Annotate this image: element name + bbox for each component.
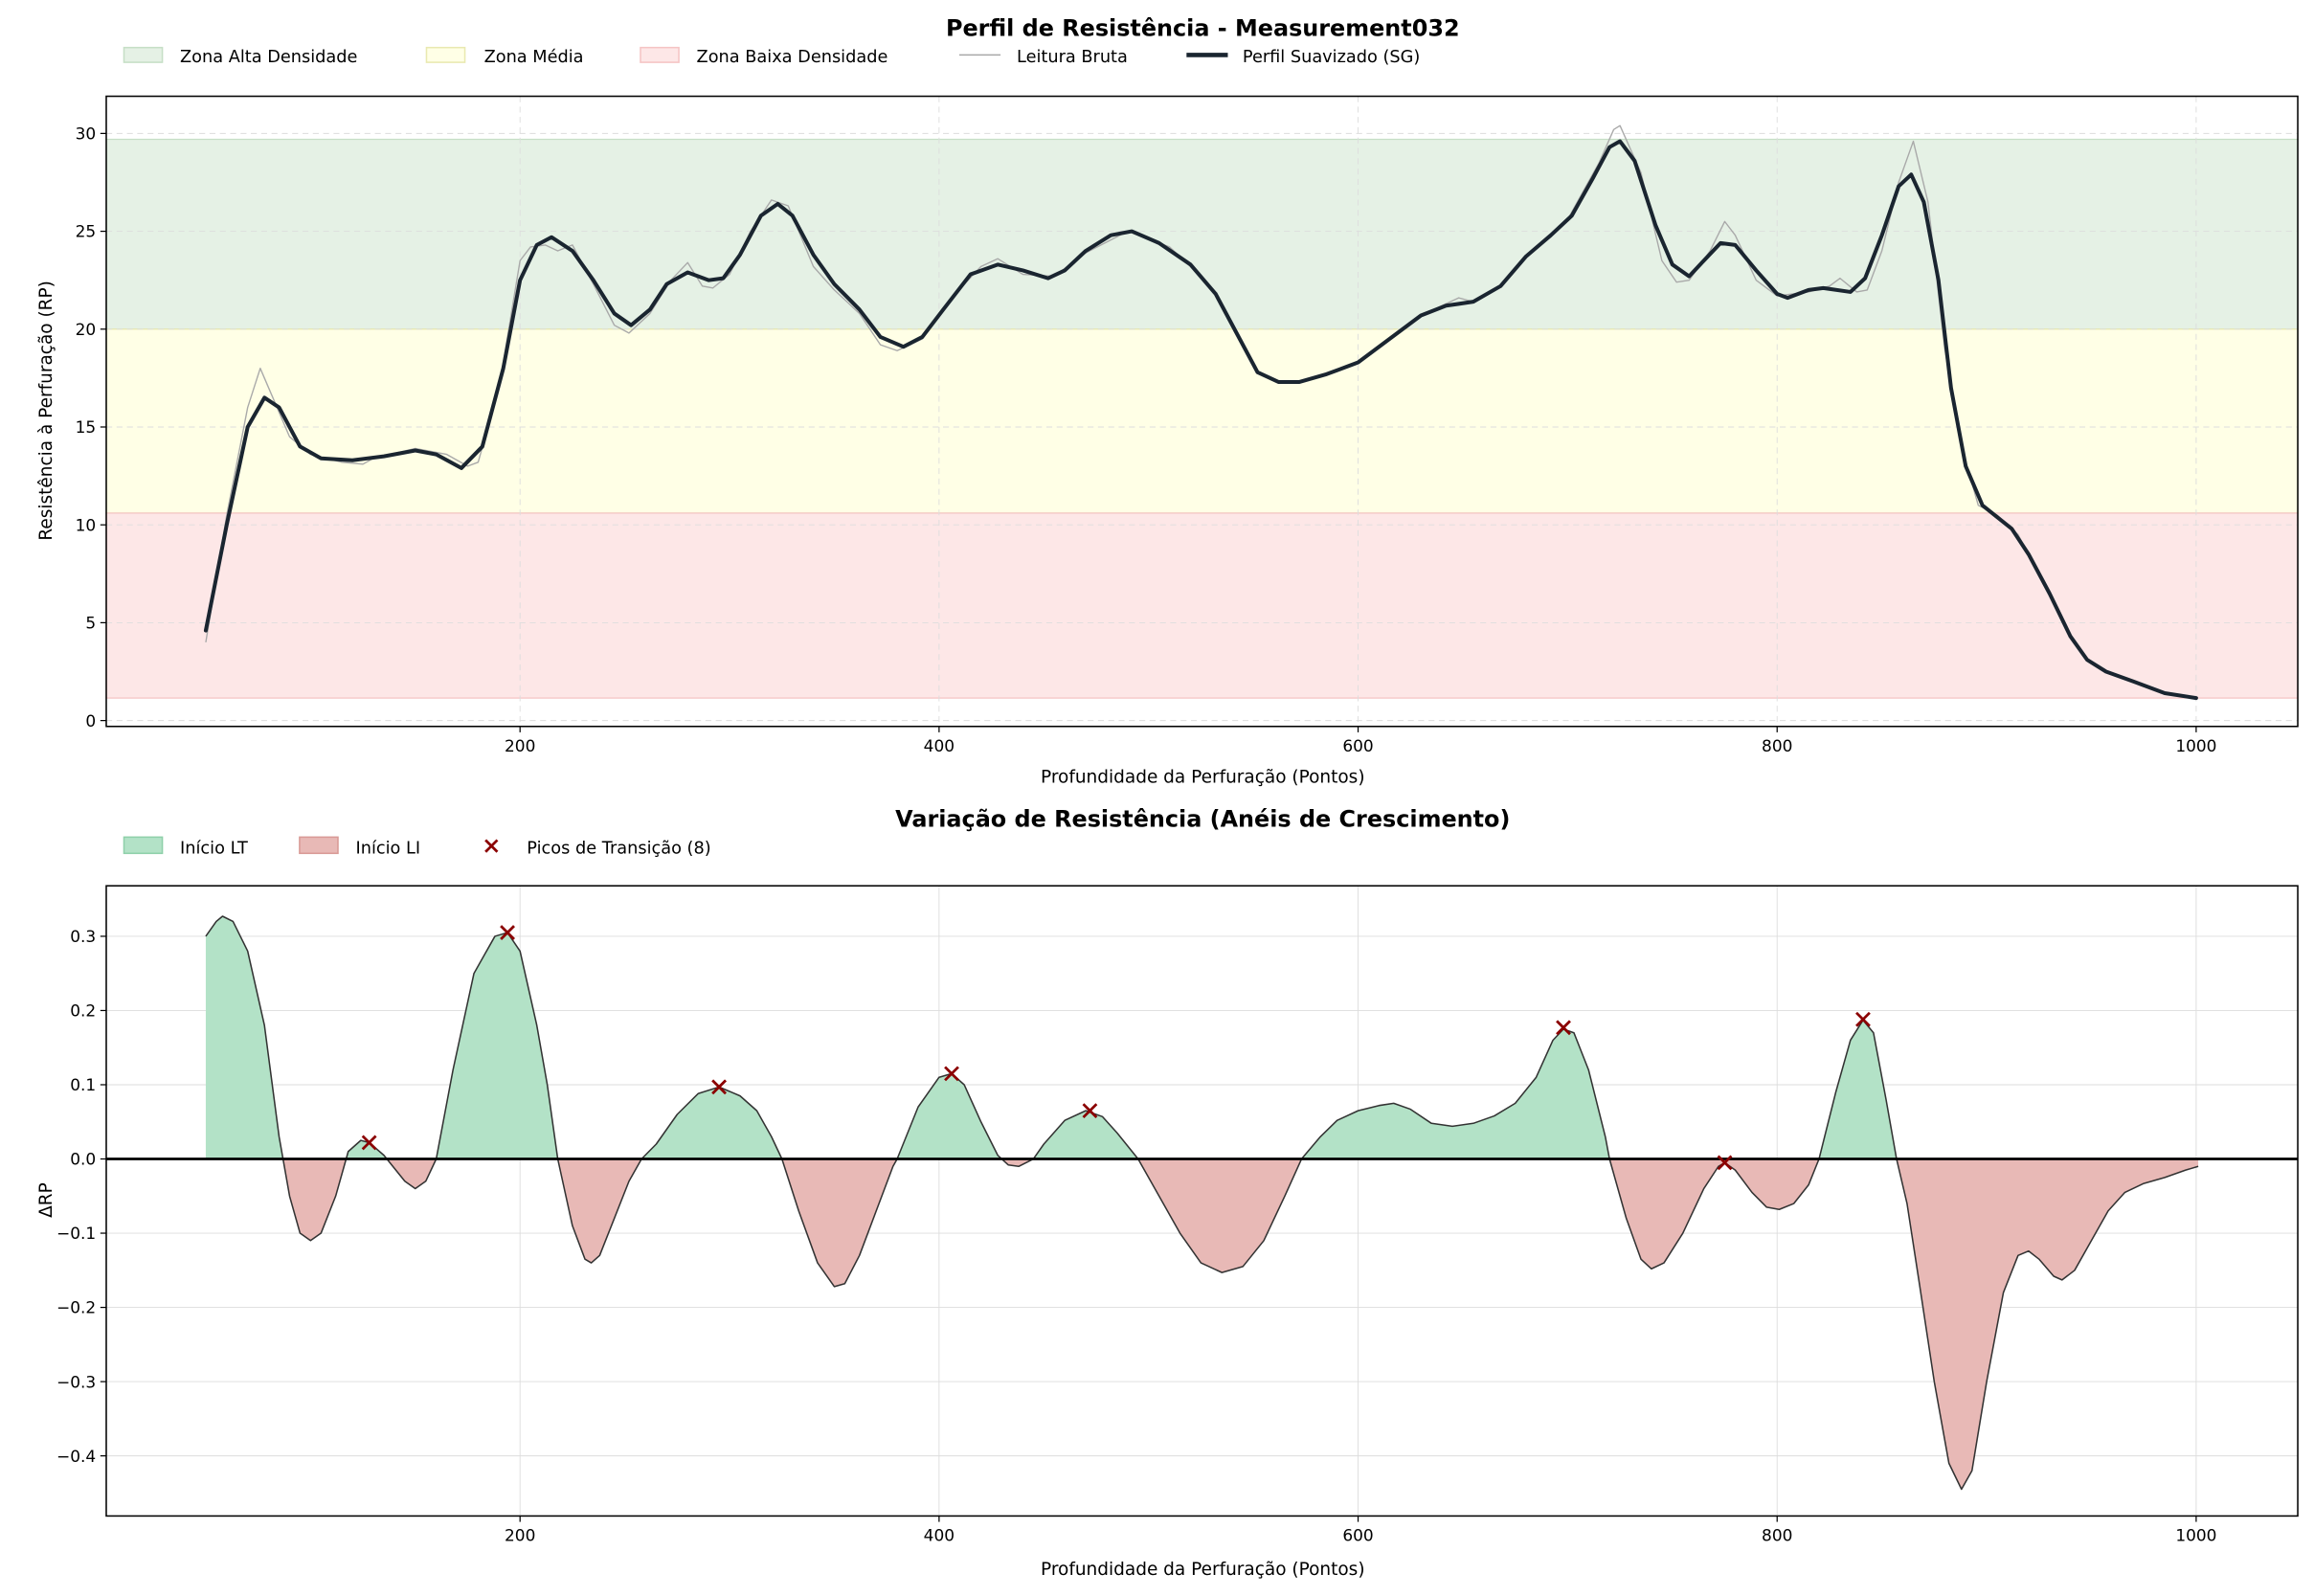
x-tick-label: 600 <box>1342 1526 1373 1545</box>
y-tick-label: −0.4 <box>56 1447 96 1466</box>
legend-label-leitura-bruta: Leitura Bruta <box>1017 48 1128 67</box>
legend-label-inicio-li: Início LI <box>355 839 420 858</box>
top-legend: Zona Alta Densidade Zona Média Zona Baix… <box>123 46 1420 67</box>
y-tick-label: 0.1 <box>70 1075 96 1094</box>
legend-label-zona-baixa: Zona Baixa Densidade <box>697 48 888 67</box>
peak-marker-stroke <box>1855 1011 1871 1027</box>
zone-band <box>105 138 2299 330</box>
peak-marker <box>944 1066 959 1082</box>
peak-marker-stroke <box>1717 1155 1733 1171</box>
peak-marker-stroke <box>944 1066 959 1082</box>
x-tick-label: 400 <box>924 1526 955 1545</box>
axes-frame <box>105 95 2299 728</box>
y-tick-label: 0.3 <box>70 927 96 946</box>
legend-label-inicio-lt: Início LT <box>180 839 248 858</box>
peak-marker-stroke <box>361 1135 377 1151</box>
x-tick-label: 1000 <box>2175 1526 2216 1545</box>
peak-marker <box>361 1135 377 1151</box>
legend-swatch-zona-media <box>425 46 466 63</box>
bottom-chart: Variação de Resistência (Anéis de Cresci… <box>36 806 2299 1580</box>
legend-swatch-inicio-lt <box>123 836 164 855</box>
peak-marker <box>1556 1020 1571 1036</box>
x-tick-label: 400 <box>924 736 955 755</box>
peak-marker-stroke <box>1082 1103 1098 1119</box>
y-tick-label: −0.2 <box>56 1298 96 1317</box>
top-chart: Perfil de Resistência - Measurement032 Z… <box>36 14 2299 787</box>
bottom-x-axis-label: Profundidade da Perfuração (Pontos) <box>1041 1560 1365 1580</box>
y-tick-label: 0 <box>85 711 96 731</box>
y-tick-label: 5 <box>85 614 96 633</box>
area-inicio-lt <box>205 916 1897 1159</box>
zone-band <box>105 328 2299 514</box>
series-perfil-suavizado <box>203 139 2198 701</box>
y-tick-label: 0.2 <box>70 1001 96 1021</box>
y-tick-label: 15 <box>76 417 97 437</box>
legend-marker-picos <box>484 839 499 853</box>
peak-marker <box>1855 1011 1871 1027</box>
x-tick-label: 200 <box>505 1526 535 1545</box>
legend-label-perfil-suavizado: Perfil Suavizado (SG) <box>1243 48 1420 67</box>
peak-marker <box>500 925 515 940</box>
zone-band <box>105 512 2299 699</box>
y-tick-label: −0.3 <box>56 1372 96 1391</box>
legend-swatch-zona-baixa <box>640 46 680 63</box>
legend-label-zona-alta: Zona Alta Densidade <box>180 48 357 67</box>
peak-marker-stroke <box>711 1079 728 1095</box>
axes-frame <box>105 885 2299 1517</box>
legend-label-picos: Picos de Transição (8) <box>527 839 710 858</box>
x-tick-label: 800 <box>1762 1526 1792 1545</box>
y-tick-label: 30 <box>76 124 97 144</box>
top-y-axis-label: Resistência à Perfuração (RP) <box>36 281 56 541</box>
series-group <box>203 124 2198 701</box>
zones <box>105 138 2299 699</box>
legend-swatch-zona-alta <box>123 46 164 63</box>
peak-marker <box>1082 1103 1098 1119</box>
top-x-axis-label: Profundidade da Perfuração (Pontos) <box>1041 767 1365 787</box>
bottom-plot-area: 200 400 600 800 1000 −0.4 −0.3 −0.2 −0.1 0.0 0.1 0.… <box>56 885 2299 1545</box>
x-tick-label: 800 <box>1762 736 1792 755</box>
y-tick-label: 0.0 <box>70 1150 96 1169</box>
y-tick-label: 25 <box>76 222 97 241</box>
area-inicio-li <box>205 1158 2199 1490</box>
x-tick-label: 1000 <box>2175 736 2216 755</box>
x-tick-label: 200 <box>505 736 535 755</box>
legend-label-zona-media: Zona Média <box>484 48 584 67</box>
y-tick-label: −0.1 <box>56 1224 96 1243</box>
bottom-y-axis-label: ΔRP <box>36 1182 56 1218</box>
peak-marker <box>1717 1155 1733 1171</box>
bottom-legend: Início LT Início LI Picos de Transição (… <box>123 836 711 858</box>
peak-marker-stroke <box>1556 1020 1571 1036</box>
peaks-group <box>361 925 1871 1171</box>
peak-marker-stroke <box>500 925 515 940</box>
y-tick-label: 10 <box>76 515 97 534</box>
x-tick-label: 600 <box>1342 736 1373 755</box>
top-plot-area: 200 400 600 800 1000 0 5 10 15 20 25 30 <box>76 95 2299 755</box>
legend-swatch-inicio-li <box>299 836 339 855</box>
peak-marker <box>711 1079 728 1095</box>
y-tick-label: 20 <box>76 320 97 339</box>
top-chart-title: Perfil de Resistência - Measurement032 <box>946 14 1460 41</box>
delta-line <box>205 915 2199 1491</box>
bottom-chart-title: Variação de Resistência (Anéis de Cresci… <box>895 806 1510 833</box>
